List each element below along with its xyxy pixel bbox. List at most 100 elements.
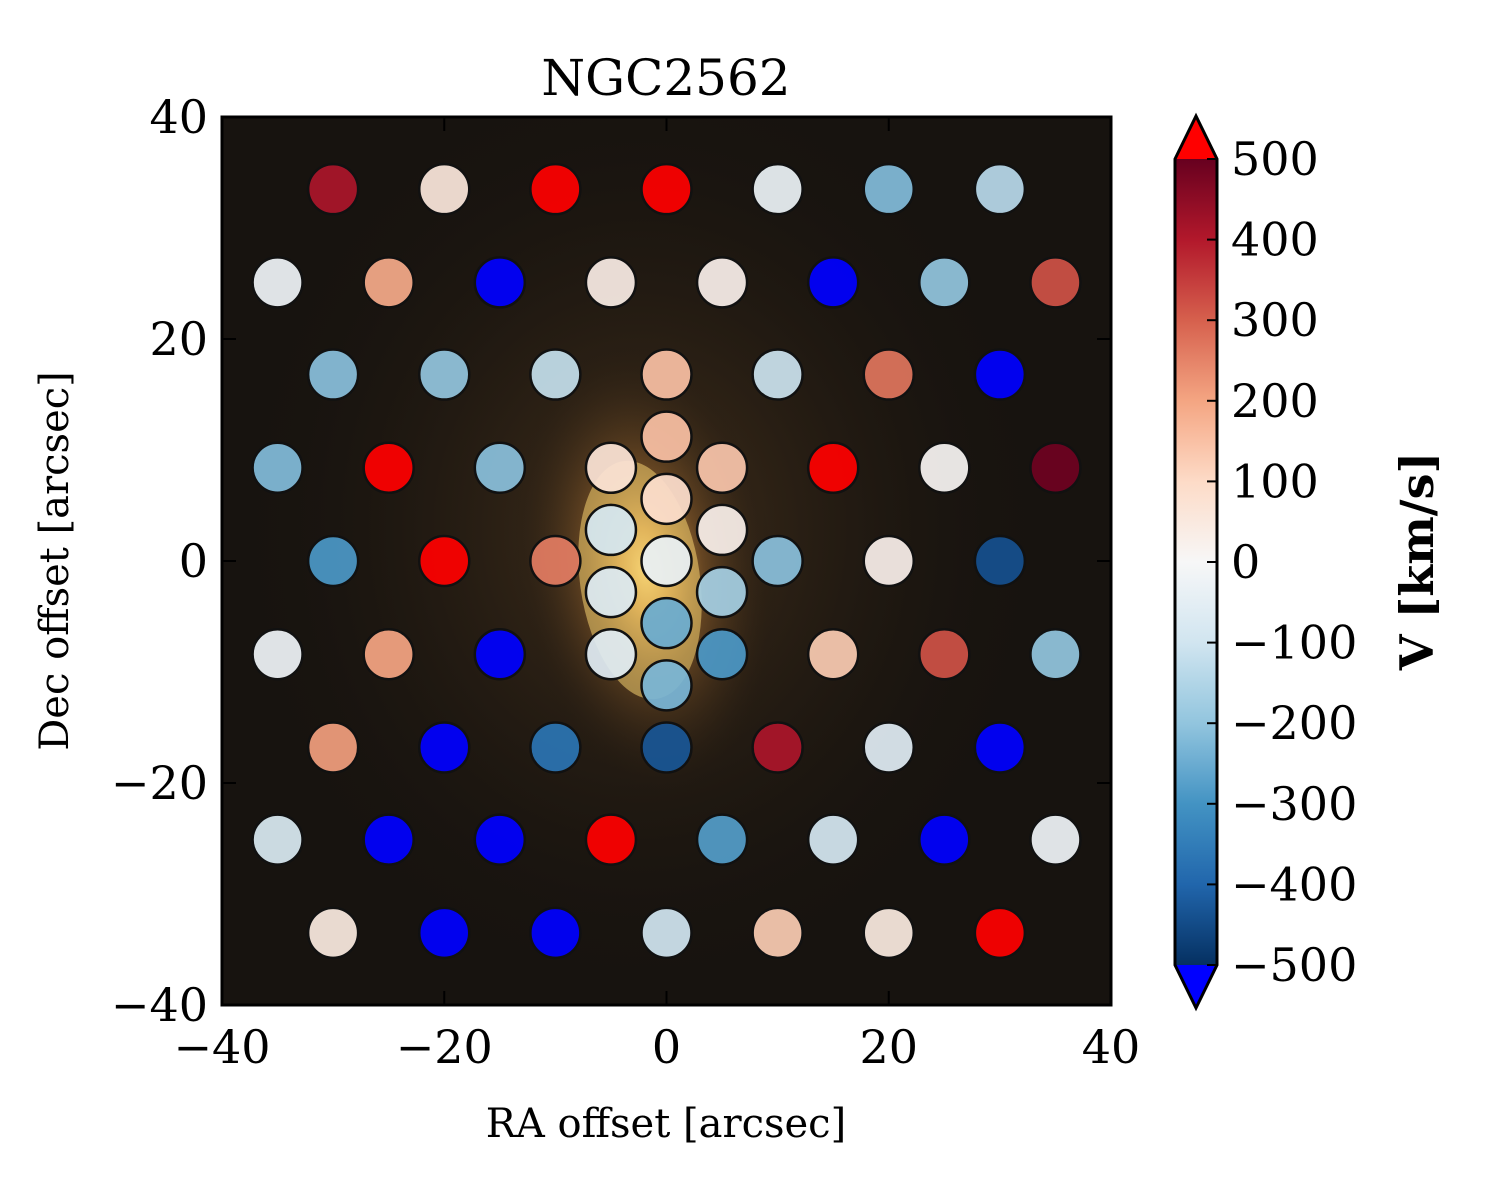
- y-tick-label: 20: [149, 312, 208, 366]
- x-tick-label: −20: [396, 1020, 493, 1074]
- fiber-markers: [251, 162, 1082, 960]
- fiber-point: [306, 534, 360, 588]
- colorbar-tick-label: −500: [1231, 938, 1357, 992]
- fiber-point: [362, 256, 415, 309]
- fiber-point: [973, 348, 1027, 401]
- fiber-point: [306, 162, 360, 216]
- fiber-point: [918, 813, 971, 866]
- fiber-point: [306, 721, 360, 774]
- colorbar-tick-label: −200: [1231, 696, 1357, 750]
- fiber-point: [584, 565, 638, 619]
- colorbar: 500 400 300 200 100 0 −100 −200 −300 −400 −500 V […: [1173, 112, 1444, 1012]
- fiber-point: [529, 906, 582, 960]
- fiber-point: [806, 627, 860, 681]
- fiber-point: [973, 162, 1027, 216]
- fiber-point: [418, 534, 471, 588]
- fiber-point: [1029, 627, 1082, 681]
- fiber-point: [695, 503, 749, 557]
- fiber-point: [862, 906, 915, 960]
- fiber-point: [251, 813, 304, 866]
- fiber-point: [1029, 256, 1082, 309]
- fiber-point: [695, 627, 749, 681]
- fiber-point: [806, 441, 860, 495]
- fiber-point: [640, 472, 693, 526]
- fiber-point: [695, 441, 749, 495]
- y-axis-label: Dec offset [arcsec]: [32, 371, 78, 751]
- fiber-point: [584, 256, 638, 309]
- colorbar-tick-label: −100: [1231, 616, 1357, 670]
- fiber-point: [751, 534, 804, 588]
- colorbar-tick-label: 0: [1231, 535, 1260, 589]
- fiber-point: [862, 721, 915, 774]
- fiber-point: [418, 162, 471, 216]
- fiber-point: [251, 256, 304, 309]
- fiber-point: [973, 906, 1027, 960]
- fiber-point: [751, 348, 804, 401]
- colorbar-tick-label: 100: [1231, 454, 1319, 508]
- fiber-point: [973, 721, 1027, 774]
- fiber-point: [251, 441, 304, 495]
- fiber-point: [418, 721, 471, 774]
- fiber-point: [862, 162, 915, 216]
- x-tick-label: 0: [652, 1020, 681, 1074]
- fiber-point: [529, 721, 582, 774]
- fiber-point: [695, 256, 749, 309]
- colorbar-tick-label: −400: [1231, 857, 1357, 911]
- fiber-point: [640, 534, 693, 588]
- fiber-point: [751, 721, 804, 774]
- fiber-point: [862, 534, 915, 588]
- fiber-point: [806, 813, 860, 866]
- y-tick-label: 0: [179, 534, 208, 588]
- y-tick-label: −40: [111, 978, 208, 1032]
- fiber-point: [640, 348, 693, 401]
- colorbar-tick-label: 500: [1231, 132, 1319, 186]
- fiber-point: [584, 503, 638, 557]
- colorbar-ticks: 500 400 300 200 100 0 −100 −200 −300 −400 −500: [1207, 132, 1357, 992]
- x-tick-label: −40: [173, 1020, 270, 1074]
- fiber-point: [584, 813, 638, 866]
- fiber-point: [362, 813, 415, 866]
- colorbar-tick-label: 400: [1231, 213, 1319, 267]
- colorbar-under-arrow: [1175, 965, 1217, 1008]
- fiber-point: [473, 256, 527, 309]
- y-tick-label: 40: [149, 90, 208, 144]
- fiber-point: [973, 534, 1027, 588]
- fiber-point: [640, 721, 693, 774]
- fiber-point: [529, 162, 582, 216]
- fiber-point: [251, 627, 304, 681]
- fiber-point: [362, 441, 415, 495]
- fiber-point: [918, 627, 971, 681]
- fiber-point: [473, 441, 527, 495]
- fiber-point: [918, 256, 971, 309]
- fiber-point: [1029, 441, 1082, 495]
- chart-title: NGC2562: [541, 49, 790, 107]
- fiber-point: [751, 162, 804, 216]
- colorbar-tick-label: 300: [1231, 293, 1319, 347]
- colorbar-over-arrow: [1175, 116, 1217, 159]
- fiber-point: [473, 813, 527, 866]
- fiber-point: [695, 565, 749, 619]
- fiber-point: [862, 348, 915, 401]
- fiber-point: [306, 906, 360, 960]
- axis-ticks: −40 −20 0 20 40 −40 −20 0 20 40: [111, 90, 1140, 1074]
- fiber-point: [640, 410, 693, 463]
- fiber-point: [640, 162, 693, 216]
- fiber-point: [418, 348, 471, 401]
- fiber-point: [806, 256, 860, 309]
- x-tick-label: 40: [1082, 1020, 1141, 1074]
- y-tick-label: −20: [111, 756, 208, 810]
- fiber-point: [695, 813, 749, 866]
- fiber-point: [362, 627, 415, 681]
- fiber-point: [640, 596, 693, 650]
- fiber-point: [584, 441, 638, 495]
- fiber-point: [918, 441, 971, 495]
- colorbar-tick-label: −300: [1231, 777, 1357, 831]
- fiber-point: [751, 906, 804, 960]
- fiber-point: [1029, 813, 1082, 866]
- fiber-point: [529, 534, 582, 588]
- fiber-point: [529, 348, 582, 401]
- fiber-point: [418, 906, 471, 960]
- x-axis-label: RA offset [arcsec]: [486, 1101, 846, 1147]
